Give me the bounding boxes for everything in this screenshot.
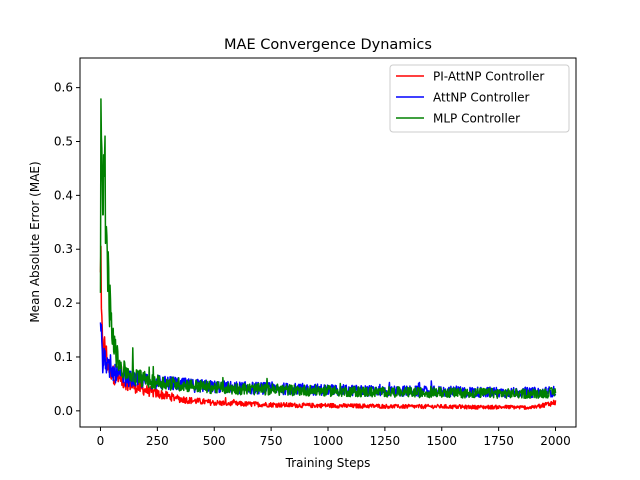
x-tick-label: 0 xyxy=(97,434,105,448)
legend-label-1: AttNP Controller xyxy=(433,91,530,105)
series-line-2 xyxy=(99,98,557,400)
series-line-0 xyxy=(99,245,557,410)
y-tick-label: 0.4 xyxy=(54,188,73,202)
x-tick-label: 250 xyxy=(146,434,169,448)
plot-area: 0 250 500 750 1000 1250 1500 1750 2000 0.0 0.1 0.2 0… xyxy=(54,57,577,448)
x-tick-label: 1750 xyxy=(483,434,514,448)
x-axis-label: Training Steps xyxy=(285,456,371,470)
y-tick-label: 0.3 xyxy=(54,242,73,256)
x-tick-label: 1000 xyxy=(313,434,344,448)
x-tick-label: 500 xyxy=(203,434,226,448)
y-tick-label: 0.2 xyxy=(54,296,73,310)
x-tick-label: 2000 xyxy=(540,434,571,448)
chart-title: MAE Convergence Dynamics xyxy=(224,37,432,53)
y-tick-label: 0.1 xyxy=(54,350,73,364)
x-tick-label: 750 xyxy=(260,434,283,448)
legend-label-0: PI-AttNP Controller xyxy=(433,70,544,84)
x-tick-label: 1250 xyxy=(370,434,401,448)
y-tick-label: 0.5 xyxy=(54,134,73,148)
legend-box xyxy=(389,64,570,133)
y-tick-label: 0.0 xyxy=(54,404,73,418)
y-tick-label: 0.6 xyxy=(54,81,73,95)
legend-label-2: MLP Controller xyxy=(433,112,520,126)
x-tick-label: 1500 xyxy=(426,434,457,448)
legend: PI-AttNP Controller AttNP Controller MLP C… xyxy=(389,64,570,133)
y-axis-label: Mean Absolute Error (MAE) xyxy=(28,161,42,322)
